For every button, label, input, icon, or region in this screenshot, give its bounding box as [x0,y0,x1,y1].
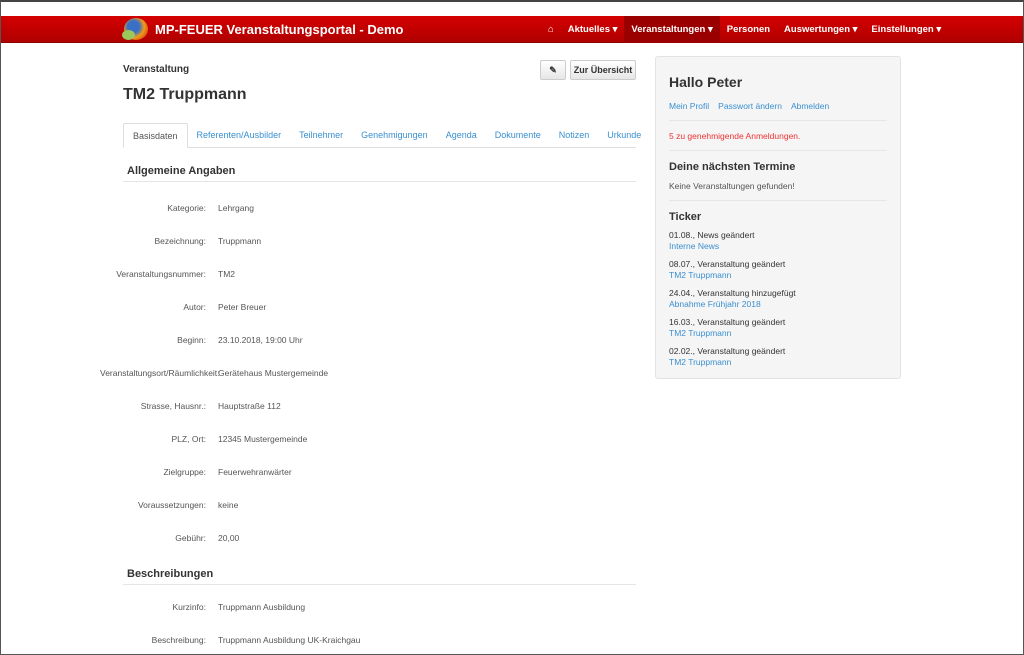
tab-bar: Basisdaten Referenten/Ausbilder Teilnehm… [123,123,641,148]
field-label: Autor: [183,302,206,312]
field-label: Veranstaltungsort/Räumlichkeit: [100,368,220,378]
brand-title: MP-FEUER Veranstaltungsportal - Demo [155,21,404,37]
nav-einstellungen[interactable]: Einstellungen ▾ [871,24,942,35]
section-heading: Allgemeine Angaben [123,165,636,182]
tab-genehmigungen[interactable]: Genehmigungen [361,130,428,140]
ticker-item: 08.07., Veranstaltung geändert TM2 Truppm… [669,259,887,281]
field-row: Veranstaltungsort/Räumlichkeit: Gerätehau… [100,368,328,378]
field-value: 12345 Mustergemeinde [218,434,308,444]
pencil-icon: ✎ [549,65,557,75]
ticker-link[interactable]: TM2 Truppmann [669,357,732,367]
field-row: Gebühr: 20,00 [100,533,239,543]
field-label: Strasse, Hausnr.: [140,401,206,411]
ticker-text: 24.04., Veranstaltung hinzugefügt [669,288,796,298]
field-value: TM2 [218,269,235,279]
field-label: Beginn: [177,335,206,345]
edit-button[interactable]: ✎ [540,60,566,80]
field-label: Bezeichnung: [154,236,206,246]
logout-link[interactable]: Abmelden [790,101,830,111]
field-row: Bezeichnung: Truppmann [100,236,261,246]
next-events-empty: Keine Veranstaltungen gefunden! [669,181,887,201]
breadcrumb: Veranstaltung [123,64,190,75]
tab-agenda[interactable]: Agenda [445,130,477,140]
tab-teilnehmer[interactable]: Teilnehmer [299,130,344,140]
ticker-heading: Ticker [669,211,702,223]
field-row: PLZ, Ort: 12345 Mustergemeinde [100,434,308,444]
nav-aktuelles[interactable]: Aktuelles ▾ [567,24,618,35]
field-label: PLZ, Ort: [171,434,206,444]
field-value: Lehrgang [218,203,254,213]
field-row: Beginn: 23.10.2018, 19:00 Uhr [100,335,303,345]
field-label: Beschreibung: [151,635,206,645]
next-events-heading: Deine nächsten Termine [669,161,796,173]
ticker-item: 24.04., Veranstaltung hinzugefügt Abnahme… [669,288,887,310]
overview-button[interactable]: Zur Übersicht [570,60,636,80]
field-value: 23.10.2018, 19:00 Uhr [218,335,303,345]
field-label: Veranstaltungsnummer: [116,269,206,279]
field-label: Zielgruppe: [163,467,206,477]
logo-icon [122,18,148,40]
ticker-text: 02.02., Veranstaltung geändert [669,346,786,356]
nav-veranstaltungen[interactable]: Veranstaltungen ▾ [624,16,720,43]
ticker-item: 16.03., Veranstaltung geändert TM2 Truppm… [669,317,887,339]
field-value: Peter Breuer [218,302,267,312]
ticker-link[interactable]: TM2 Truppmann [669,328,732,338]
tab-referenten[interactable]: Referenten/Ausbilder [196,130,282,140]
ticker-text: 08.07., Veranstaltung geändert [669,259,786,269]
field-value: Truppmann [218,236,262,246]
field-row: Veranstaltungsnummer: TM2 [100,269,235,279]
home-icon[interactable]: ⌂ [548,24,554,35]
ticker-text: 16.03., Veranstaltung geändert [669,317,786,327]
tab-urkunde[interactable]: Urkunde [607,130,642,140]
nav-auswertungen[interactable]: Auswertungen ▾ [784,24,858,35]
field-row: Kategorie: Lehrgang [100,203,254,213]
ticker-link[interactable]: Interne News [669,241,720,251]
tab-notizen[interactable]: Notizen [558,130,590,140]
brand-link[interactable]: MP-FEUER Veranstaltungsportal - Demo [122,18,404,40]
tab-dokumente[interactable]: Dokumente [494,130,541,140]
field-row: Autor: Peter Breuer [100,302,266,312]
field-label: Gebühr: [175,533,206,543]
field-value: Truppmann Ausbildung UK-Kraichgau [218,635,361,645]
field-value: keine [218,500,239,510]
ticker-item: 02.02., Veranstaltung geändert TM2 Truppm… [669,346,887,368]
ticker-link[interactable]: Abnahme Frühjahr 2018 [669,299,761,309]
field-label: Kurzinfo: [172,602,206,612]
field-row: Voraussetzungen: keine [100,500,238,510]
field-value: Feuerwehranwärter [218,467,292,477]
field-value: Hauptstraße 112 [218,401,281,411]
profile-link[interactable]: Mein Profil [669,101,710,111]
nav-personen[interactable]: Personen [726,24,771,35]
field-row: Zielgruppe: Feuerwehranwärter [100,467,292,477]
field-value: Truppmann Ausbildung [218,602,306,612]
field-label: Kategorie: [167,203,206,213]
ticker-link[interactable]: TM2 Truppmann [669,270,732,280]
field-value: Gerätehaus Mustergemeinde [218,368,329,378]
tab-basisdaten[interactable]: Basisdaten [123,123,188,148]
field-row: Strasse, Hausnr.: Hauptstraße 112 [100,401,281,411]
ticker-item: 01.08., News geändert Interne News [669,230,887,252]
field-row: Beschreibung: Truppmann Ausbildung UK-Kra… [100,635,361,645]
navbar: MP-FEUER Veranstaltungsportal - Demo ⌂ A… [0,16,1024,43]
section-heading: Beschreibungen [123,568,636,585]
ticker-text: 01.08., News geändert [669,230,755,240]
password-link[interactable]: Passwort ändern [718,101,782,111]
user-panel: Hallo Peter Mein Profil Passwort ändern … [655,56,901,379]
field-row: Kurzinfo: Truppmann Ausbildung [100,602,305,612]
page-title: TM2 Truppmann [123,86,247,103]
field-value: 20,00 [218,533,240,543]
field-label: Voraussetzungen: [137,500,206,510]
greeting: Hallo Peter [669,74,743,90]
pending-approvals-link[interactable]: 5 zu genehmigende Anmeldungen. [669,121,887,151]
